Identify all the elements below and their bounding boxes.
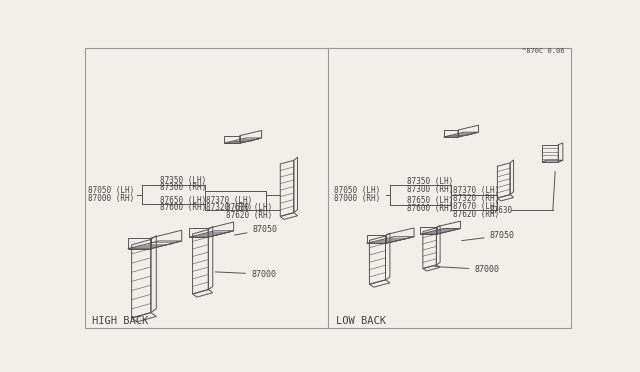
Text: 87320 (RH): 87320 (RH) bbox=[452, 194, 499, 203]
Text: 87370 (LH): 87370 (LH) bbox=[206, 196, 253, 205]
Text: 87350 (LH): 87350 (LH) bbox=[406, 177, 452, 186]
Text: HIGH BACK: HIGH BACK bbox=[92, 316, 148, 326]
Text: 87050: 87050 bbox=[461, 231, 515, 241]
Text: 87600 (RH): 87600 (RH) bbox=[160, 203, 206, 212]
Text: 87630: 87630 bbox=[490, 206, 513, 215]
Text: LOW BACK: LOW BACK bbox=[336, 316, 386, 326]
Text: 87650 (LH): 87650 (LH) bbox=[160, 196, 206, 205]
Text: 87000: 87000 bbox=[435, 265, 499, 274]
Text: 87320 (RH): 87320 (RH) bbox=[206, 203, 253, 212]
Text: 87050 (LH): 87050 (LH) bbox=[88, 186, 134, 195]
Text: 87000 (RH): 87000 (RH) bbox=[334, 194, 380, 203]
Text: 87050: 87050 bbox=[234, 225, 278, 235]
Text: ^870C 0.06: ^870C 0.06 bbox=[522, 48, 564, 54]
Text: 87370 (LH): 87370 (LH) bbox=[452, 186, 499, 195]
Text: 87670 (LH): 87670 (LH) bbox=[225, 203, 272, 212]
Text: 87050 (LH): 87050 (LH) bbox=[334, 186, 380, 195]
Text: 87670 (LH): 87670 (LH) bbox=[452, 202, 499, 211]
Text: 87620 (RH): 87620 (RH) bbox=[452, 209, 499, 218]
Text: 87350 (LH): 87350 (LH) bbox=[160, 176, 206, 185]
Text: 87000 (RH): 87000 (RH) bbox=[88, 194, 134, 203]
Text: 87300 (RH): 87300 (RH) bbox=[160, 183, 206, 192]
Text: 87600 (RH): 87600 (RH) bbox=[406, 204, 452, 213]
Text: 87000: 87000 bbox=[215, 270, 276, 279]
Text: 87650 (LH): 87650 (LH) bbox=[406, 196, 452, 205]
Text: 87620 (RH): 87620 (RH) bbox=[225, 211, 272, 220]
Text: 87300 (RH): 87300 (RH) bbox=[406, 185, 452, 194]
